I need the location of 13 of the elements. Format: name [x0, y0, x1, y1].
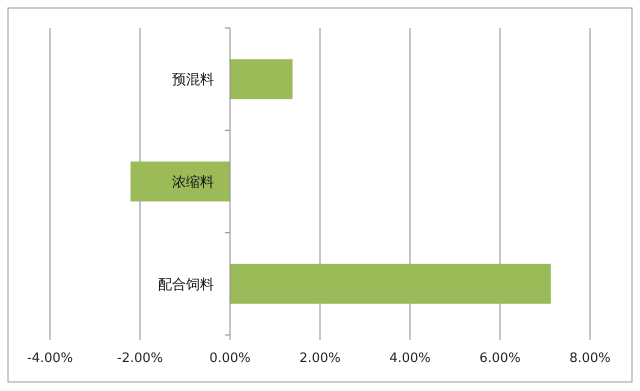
bar — [230, 264, 551, 304]
x-tick-label: 6.00% — [479, 351, 521, 366]
x-tick-label: -4.00% — [27, 351, 73, 366]
y-tick-label: 浓缩料 — [172, 174, 214, 190]
x-tick-label: -2.00% — [117, 351, 163, 366]
x-tick-label: 4.00% — [389, 351, 431, 366]
y-tick-label: 预混料 — [172, 72, 214, 88]
bar — [230, 59, 293, 100]
x-tick-label: 8.00% — [569, 351, 611, 366]
y-tick-label: 配合饲料 — [158, 276, 214, 293]
x-tick-label: 2.00% — [299, 351, 341, 366]
x-tick-label: 0.00% — [209, 351, 251, 366]
bar — [130, 162, 230, 202]
